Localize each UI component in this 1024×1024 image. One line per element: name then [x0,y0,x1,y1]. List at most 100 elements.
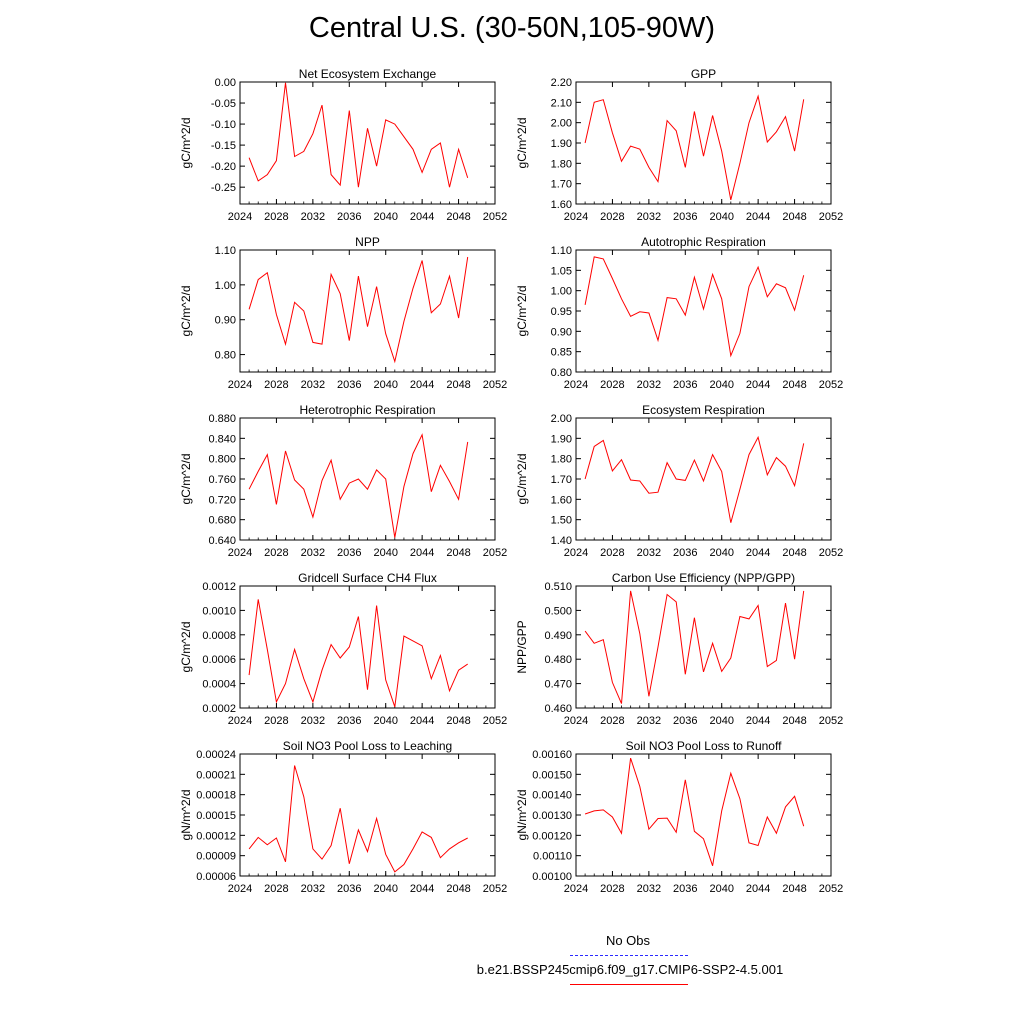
plot-frame [575,753,832,877]
x-tick-label: 2036 [673,715,697,727]
x-tick-label: 2024 [228,211,252,223]
x-tick-label: 2036 [337,547,361,559]
y-tick-label: 1.40 [551,535,572,547]
y-tick-label: 0.00130 [532,810,572,822]
panel-title: Net Ecosystem Exchange [299,67,437,81]
y-tick-label: 0.0002 [202,703,236,715]
x-tick-label: 2040 [373,379,397,391]
x-tick-label: 2040 [373,211,397,223]
y-tick-label: 0.80 [551,367,572,379]
y-tick-label: 0.95 [551,306,572,318]
panel-title: Gridcell Surface CH4 Flux [298,571,437,585]
x-tick-label: 2028 [600,883,624,895]
series-line [584,94,805,201]
x-tick-label: 2048 [782,379,806,391]
panel-9: Soil NO3 Pool Loss to Leaching gN/m^2/d 20… [179,739,507,895]
y-tick-label: 0.00110 [533,851,572,863]
series-line [584,757,805,866]
x-tick-label: 2036 [337,883,361,895]
x-tick-label: 2044 [746,379,770,391]
legend-run-label: b.e21.BSSP245cmip6.f09_g17.CMIP6-SSP2-4.… [476,962,784,977]
x-tick-label: 2032 [637,379,661,391]
y-tick-label: 1.70 [551,474,572,486]
panel-title: Soil NO3 Pool Loss to Runoff [626,739,783,753]
y-tick-label: 0.00140 [532,790,572,802]
x-tick-label: 2028 [264,547,288,559]
x-tick-label: 2044 [746,211,770,223]
y-tick-label: 1.00 [215,280,236,292]
x-tick-label: 2036 [337,379,361,391]
y-tick-label: 0.00150 [532,769,572,781]
y-tick-label: 0.490 [544,630,572,642]
x-tick-label: 2044 [410,211,434,223]
x-tick-label: 2052 [483,715,507,727]
panel-title: Soil NO3 Pool Loss to Leaching [283,739,452,753]
y-tick-label: -0.15 [211,140,236,152]
x-tick-label: 2032 [301,715,325,727]
x-tick-label: 2036 [337,211,361,223]
x-tick-label: 2032 [637,211,661,223]
y-tick-label: 0.85 [551,347,572,359]
x-tick-label: 2028 [600,379,624,391]
legend-obs-label: No Obs [605,933,651,948]
plot-frame [575,417,832,541]
y-tick-label: 0.480 [544,654,572,666]
panel-6: Ecosystem Respiration gC/m^2/d 2024 2028 203… [515,403,843,559]
x-tick-label: 2032 [301,547,325,559]
series-line [248,765,468,873]
panel-title: Ecosystem Respiration [642,403,765,417]
y-tick-label: 0.90 [551,326,572,338]
y-tick-label: 0.00120 [532,830,572,842]
y-tick-label: 2.00 [551,413,572,425]
y-tick-label: 0.00 [215,77,236,89]
x-tick-label: 2036 [673,379,697,391]
y-axis-label: gC/m^2/d [515,118,529,169]
series-line [248,599,468,707]
x-tick-label: 2028 [600,715,624,727]
y-tick-label: -0.20 [211,161,236,173]
panel-5: Heterotrophic Respiration gC/m^2/d 2024 202… [179,403,507,559]
y-tick-label: 0.0006 [202,654,236,666]
y-axis-label: NPP/GPP [515,620,529,673]
y-tick-label: 0.760 [208,474,236,486]
x-tick-label: 2052 [819,547,843,559]
series-line [584,256,805,358]
y-tick-label: 1.60 [551,494,572,506]
x-tick-label: 2028 [264,211,288,223]
x-tick-label: 2044 [746,547,770,559]
y-tick-label: 1.80 [551,158,572,170]
x-tick-label: 2048 [782,211,806,223]
series-line [248,256,469,364]
x-tick-label: 2040 [373,547,397,559]
x-tick-label: 2040 [709,883,733,895]
y-tick-label: 0.500 [544,605,572,617]
panel-title: Carbon Use Efficiency (NPP/GPP) [612,571,795,585]
x-tick-label: 2044 [410,379,434,391]
y-tick-label: 0.00009 [196,851,236,863]
x-tick-label: 2040 [709,715,733,727]
y-tick-label: 0.800 [208,454,236,466]
panel-8: Carbon Use Efficiency (NPP/GPP) NPP/GPP 20… [515,571,843,727]
x-tick-label: 2032 [637,715,661,727]
y-tick-label: 0.00006 [196,871,236,883]
y-tick-label: 0.80 [215,350,236,362]
y-axis-label: gC/m^2/d [179,622,193,673]
y-axis-label: gC/m^2/d [179,286,193,337]
panel-3: NPP gC/m^2/d 2024 2028 2032 2036 2040 2044 2048 2… [179,235,507,391]
x-tick-label: 2040 [709,547,733,559]
y-tick-label: 0.0010 [202,605,236,617]
y-tick-label: 0.00100 [532,871,572,883]
y-tick-label: 0.640 [208,535,236,547]
x-tick-label: 2024 [564,883,588,895]
panel-title: Autotrophic Respiration [641,235,766,249]
x-tick-label: 2044 [746,883,770,895]
x-tick-label: 2036 [337,715,361,727]
y-tick-label: 0.0008 [202,630,236,642]
panel-title: GPP [691,67,716,81]
x-tick-label: 2040 [709,379,733,391]
x-tick-label: 2040 [373,715,397,727]
x-tick-label: 2024 [228,547,252,559]
figure-title: Central U.S. (30-50N,105-90W) [308,12,716,44]
plot-frame [239,417,496,541]
x-tick-label: 2036 [673,883,697,895]
